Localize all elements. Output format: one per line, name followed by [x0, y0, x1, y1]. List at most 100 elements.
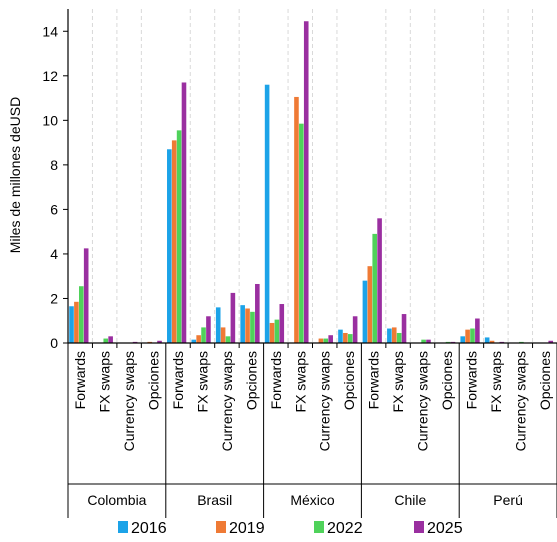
bar-2025-Chile-Currency swaps: [426, 339, 431, 343]
x-category-label: FX swaps: [97, 351, 113, 412]
bar-2025-Colombia-Forwards: [83, 248, 89, 343]
x-category-label: Currency swaps: [219, 351, 235, 451]
y-tick-labels: 0 2 4 6 8 10 12 14: [42, 23, 58, 351]
legend-swatch-2016: [118, 521, 128, 533]
bar-2025-México-Currency swaps: [328, 335, 333, 343]
bar-2022-Chile-FX swaps: [396, 332, 402, 343]
bar-2025-Brasil-FX swaps: [206, 316, 211, 343]
x-category-label: Forwards: [72, 351, 88, 409]
x-category-label: Forwards: [366, 351, 382, 409]
bar-2019-Perú-FX swaps: [489, 340, 495, 343]
x-category-label: Forwards: [268, 351, 284, 409]
bar-2022-Brasil-Opciones: [250, 311, 255, 343]
x-category-label: Currency swaps: [317, 351, 333, 451]
bar-2025-Colombia-Opciones: [157, 340, 162, 343]
x-category-label: Forwards: [170, 351, 186, 409]
x-category-label: Opciones: [537, 351, 553, 410]
x-category-label: FX swaps: [194, 351, 210, 412]
bar-2025-Perú-Forwards: [475, 318, 480, 343]
bar-2016-Brasil-Opciones: [240, 305, 245, 343]
bar-2022-Brasil-Currency swaps: [225, 336, 231, 343]
legend-label-2022: 2022: [327, 520, 363, 537]
bar-2019-Brasil-FX swaps: [196, 335, 201, 343]
bar-2022-México-Opciones: [347, 334, 353, 343]
x-category-label: Currency swaps: [121, 351, 137, 451]
y-tick-label: 4: [50, 246, 58, 262]
y-tick-label: 0: [50, 335, 58, 351]
bar-2019-México-Forwards: [269, 322, 275, 343]
bar-2019-México-Currency swaps: [318, 338, 324, 343]
y-tick-label: 10: [42, 112, 58, 128]
x-category-label: Opciones: [341, 351, 357, 410]
bar-2019-Brasil-Opciones: [245, 308, 250, 343]
group-label-Perú: Perú: [493, 492, 523, 508]
bar-2019-Brasil-Forwards: [171, 140, 177, 343]
bar-2019-México-Opciones: [343, 332, 348, 343]
grid-lines: [91, 9, 534, 343]
group-labels: Colombia Brasil México Chile Perú: [87, 492, 523, 508]
legend-swatch-2022: [314, 521, 324, 533]
bar-2016-Perú-Forwards: [460, 336, 466, 343]
bar-2022-Brasil-Forwards: [176, 130, 182, 343]
x-category-label: Opciones: [439, 351, 455, 410]
legend: 2016 2019 2022 2025: [118, 520, 463, 537]
y-axis-title: Miles de millones deUSD: [7, 97, 23, 253]
bars: [69, 21, 554, 344]
x-category-label: Opciones: [243, 351, 259, 410]
bar-2025-Brasil-Currency swaps: [230, 292, 236, 343]
bar-2025-México-Opciones: [352, 316, 358, 343]
bar-2025-Perú-Opciones: [548, 340, 554, 343]
bar-2022-Brasil-FX swaps: [201, 327, 206, 343]
y-tick-label: 14: [42, 23, 58, 39]
y-tick-label: 6: [50, 201, 58, 217]
x-category-label: FX swaps: [390, 351, 406, 412]
category-labels: Forwards FX swaps Currency swaps Opciones Fo…: [72, 351, 553, 451]
bar-2022-Perú-Forwards: [470, 328, 475, 343]
x-category-label: Currency swaps: [512, 351, 528, 451]
bar-2016-México-Forwards: [264, 84, 270, 344]
bar-2025-Brasil-Opciones: [255, 283, 260, 343]
bar-2019-México-FX swaps: [294, 96, 299, 343]
bar-2016-Chile-FX swaps: [387, 328, 392, 343]
bar-2016-Chile-Forwards: [362, 280, 368, 343]
bar-2025-Colombia-FX swaps: [108, 336, 113, 343]
bar-2016-Brasil-FX swaps: [191, 339, 197, 343]
bar-2025-Chile-Forwards: [377, 218, 382, 343]
bar-2022-Colombia-FX swaps: [103, 338, 109, 343]
bar-2019-Chile-FX swaps: [391, 327, 397, 343]
group-label-Brasil: Brasil: [197, 492, 232, 508]
group-label-Colombia: Colombia: [87, 492, 146, 508]
bar-2019-Colombia-Forwards: [74, 301, 79, 343]
x-category-label: Opciones: [146, 351, 162, 410]
axes: [63, 9, 557, 518]
bar-2016-Brasil-Currency swaps: [215, 307, 221, 343]
legend-label-2025: 2025: [427, 520, 463, 537]
legend-swatch-2019: [216, 521, 226, 533]
x-category-label: FX swaps: [292, 351, 308, 412]
bar-2016-Perú-FX swaps: [484, 337, 490, 343]
bar-2025-Brasil-Forwards: [181, 82, 187, 343]
bar-2016-México-Opciones: [338, 329, 343, 343]
group-label-México: México: [290, 492, 335, 508]
legend-swatch-2025: [414, 521, 424, 533]
bar-2019-Chile-Forwards: [367, 266, 373, 343]
x-category-label: FX swaps: [488, 351, 504, 412]
x-category-label: Forwards: [463, 351, 479, 409]
bar-2025-México-FX swaps: [303, 21, 309, 343]
bar-2022-Colombia-Forwards: [79, 286, 84, 343]
bar-2016-Colombia-Forwards: [69, 306, 74, 343]
y-tick-label: 2: [50, 290, 58, 306]
bar-2022-Chile-Forwards: [372, 233, 377, 343]
bar-2022-Chile-Currency swaps: [421, 339, 426, 343]
bar-2019-Perú-Forwards: [465, 329, 470, 343]
group-label-Chile: Chile: [394, 492, 426, 508]
legend-label-2016: 2016: [131, 520, 167, 537]
legend-label-2019: 2019: [229, 520, 265, 537]
bar-2025-Chile-FX swaps: [401, 314, 407, 343]
bar-2022-México-Forwards: [274, 319, 280, 343]
y-tick-label: 8: [50, 157, 58, 173]
bar-2016-Brasil-Forwards: [167, 149, 172, 343]
bar-2022-México-FX swaps: [299, 123, 304, 343]
x-category-label: Currency swaps: [415, 351, 431, 451]
